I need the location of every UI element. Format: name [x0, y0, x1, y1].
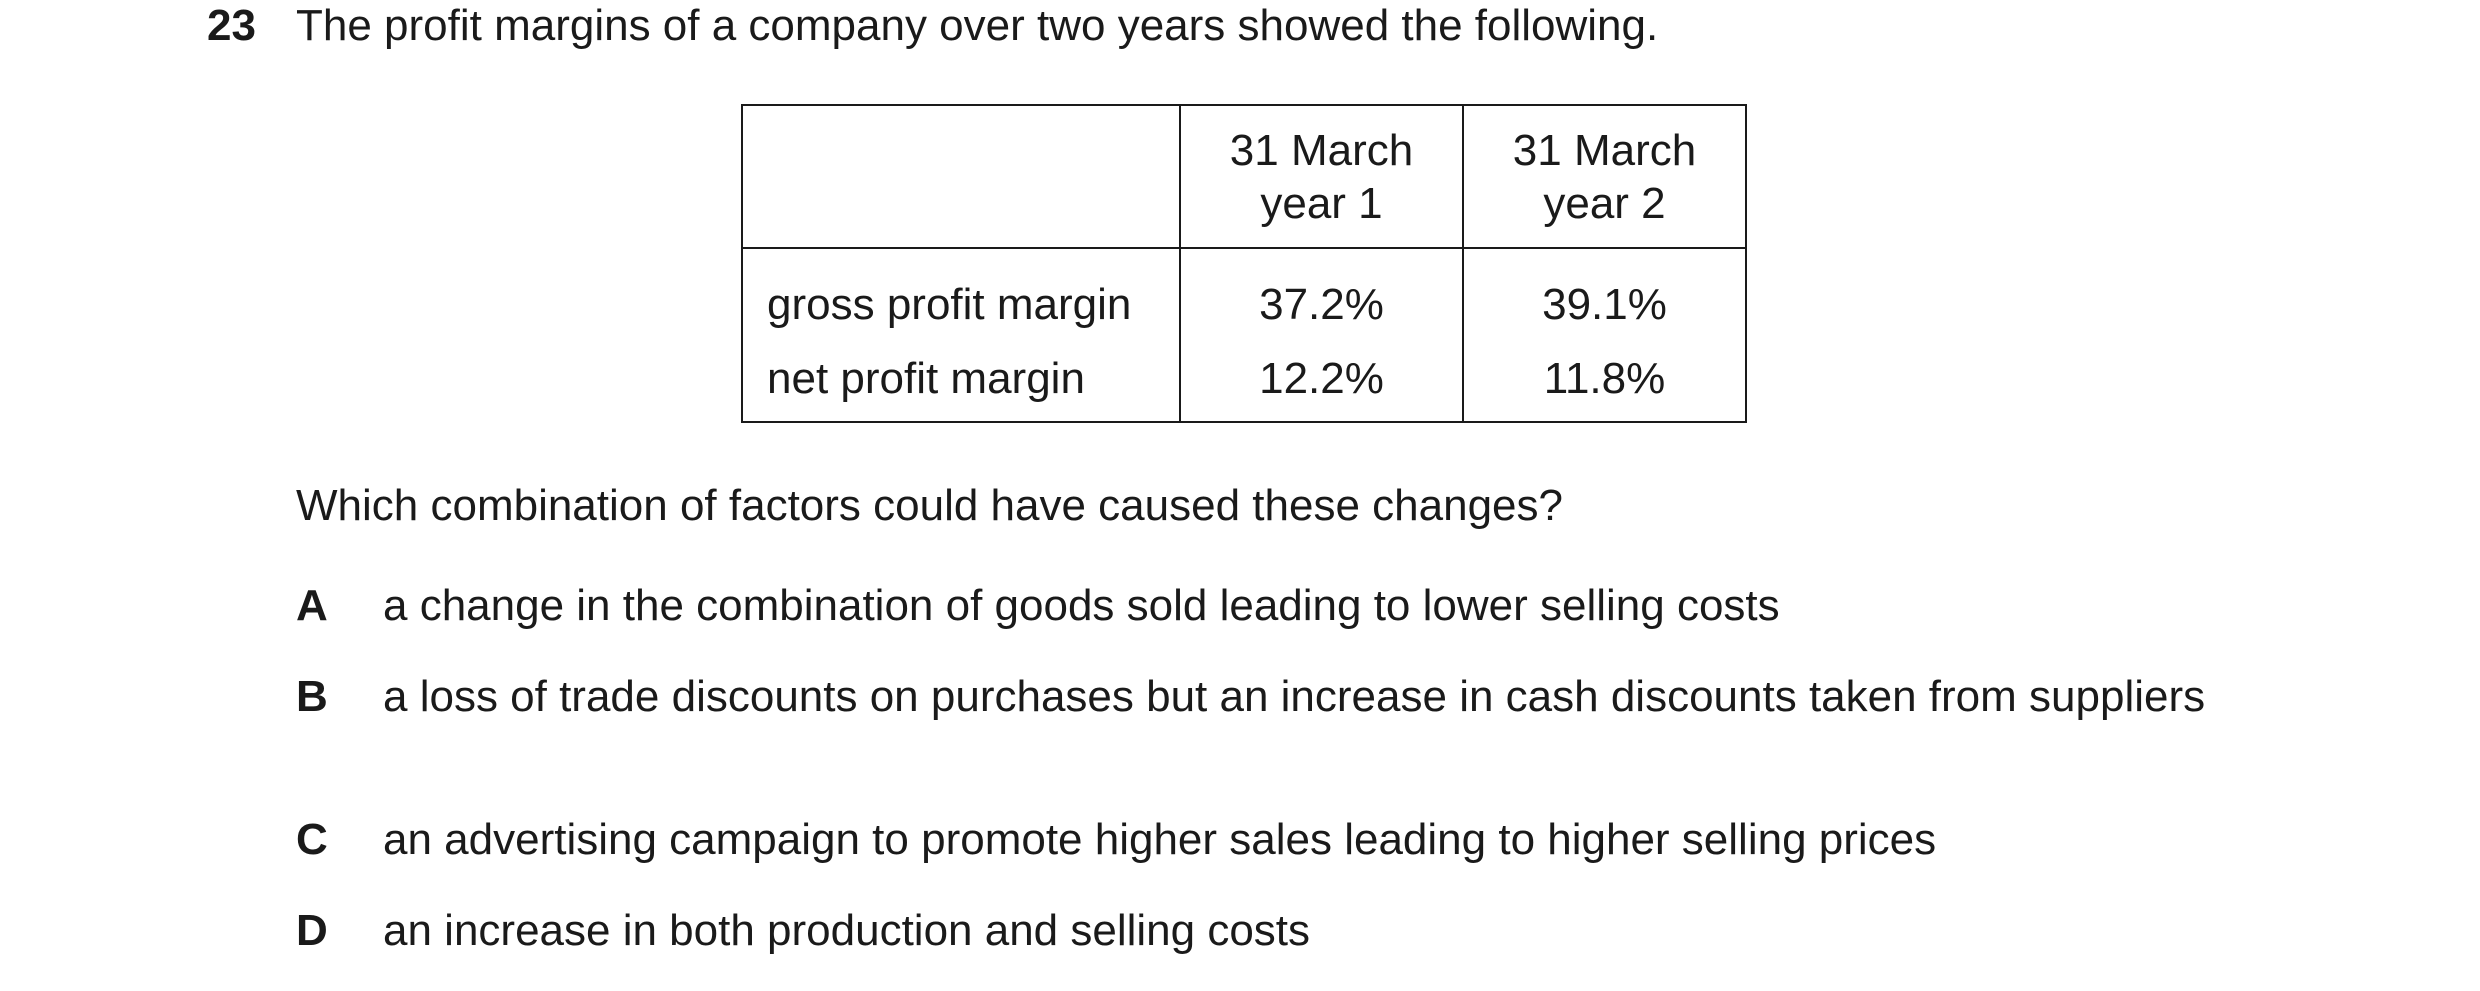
option-c-text: an advertising campaign to promote highe… — [383, 815, 1937, 864]
net-year2-value: 11.8% — [1462, 348, 1747, 423]
table-row: net profit margin 12.2% 11.8% — [741, 348, 1747, 423]
header-year1-line2: year 1 — [1260, 178, 1383, 228]
header-year1-line1: 31 March — [1229, 125, 1414, 175]
table-header-year2: 31 March year 2 — [1462, 104, 1747, 249]
option-a-letter: A — [296, 581, 328, 630]
row-label-net: net profit margin — [741, 348, 1181, 423]
header-year2-line1: 31 March — [1512, 125, 1697, 175]
table-row: gross profit margin 37.2% 39.1% — [741, 248, 1747, 348]
gross-year1-value: 37.2% — [1179, 248, 1464, 348]
table-header-empty — [741, 104, 1181, 249]
table-header-year1: 31 March year 1 — [1179, 104, 1464, 249]
question-prompt: Which combination of factors could have … — [296, 481, 1563, 530]
net-year1-value: 12.2% — [1179, 348, 1464, 423]
table-header-row: 31 March year 1 31 March year 2 — [741, 104, 1747, 249]
question-stem: The profit margins of a company over two… — [296, 1, 1659, 50]
profit-margin-table: 31 March year 1 31 March year 2 gross pr… — [741, 104, 1747, 423]
gross-year2-value: 39.1% — [1462, 248, 1747, 348]
question-number: 23 — [207, 1, 256, 50]
option-d-text: an increase in both production and selli… — [383, 906, 1311, 955]
header-year2-line2: year 2 — [1543, 178, 1666, 228]
row-label-gross: gross profit margin — [741, 248, 1181, 348]
option-d-letter: D — [296, 906, 328, 955]
option-c-letter: C — [296, 815, 328, 864]
option-a-text: a change in the combination of goods sol… — [383, 581, 1780, 630]
option-b-text: a loss of trade discounts on purchases b… — [383, 672, 2206, 721]
option-b-letter: B — [296, 672, 328, 721]
